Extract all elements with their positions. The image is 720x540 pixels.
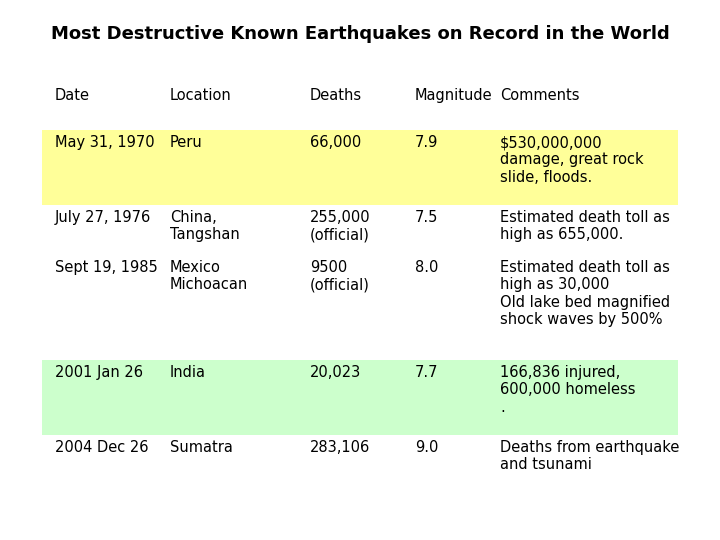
- Text: 2001 Jan 26: 2001 Jan 26: [55, 365, 143, 380]
- Text: 255,000
(official): 255,000 (official): [310, 210, 371, 242]
- Text: Estimated death toll as
high as 655,000.: Estimated death toll as high as 655,000.: [500, 210, 670, 242]
- Text: 20,023: 20,023: [310, 365, 361, 380]
- Bar: [42, 360, 678, 435]
- Text: China,
Tangshan: China, Tangshan: [170, 210, 240, 242]
- Text: 283,106: 283,106: [310, 440, 370, 455]
- Text: 7.7: 7.7: [415, 365, 438, 380]
- Text: Peru: Peru: [170, 135, 203, 150]
- Text: 7.9: 7.9: [415, 135, 438, 150]
- Text: Date: Date: [55, 88, 90, 103]
- Bar: [42, 130, 678, 205]
- Text: Magnitude: Magnitude: [415, 88, 492, 103]
- Text: May 31, 1970: May 31, 1970: [55, 135, 155, 150]
- Text: $530,000,000
damage, great rock
slide, floods.: $530,000,000 damage, great rock slide, f…: [500, 135, 644, 185]
- Text: Location: Location: [170, 88, 232, 103]
- Text: Mexico
Michoacan: Mexico Michoacan: [170, 260, 248, 292]
- Text: Deaths from earthquake
and tsunami: Deaths from earthquake and tsunami: [500, 440, 680, 472]
- Text: July 27, 1976: July 27, 1976: [55, 210, 151, 225]
- Text: 9500
(official): 9500 (official): [310, 260, 370, 292]
- Text: Sept 19, 1985: Sept 19, 1985: [55, 260, 158, 275]
- Text: Most Destructive Known Earthquakes on Record in the World: Most Destructive Known Earthquakes on Re…: [50, 25, 670, 43]
- Text: 166,836 injured,
600,000 homeless
.: 166,836 injured, 600,000 homeless .: [500, 365, 636, 415]
- Text: Estimated death toll as
high as 30,000
Old lake bed magnified
shock waves by 500: Estimated death toll as high as 30,000 O…: [500, 260, 670, 327]
- Text: India: India: [170, 365, 206, 380]
- Text: 66,000: 66,000: [310, 135, 361, 150]
- Text: 2004 Dec 26: 2004 Dec 26: [55, 440, 148, 455]
- Text: 9.0: 9.0: [415, 440, 438, 455]
- Text: Comments: Comments: [500, 88, 580, 103]
- Text: Sumatra: Sumatra: [170, 440, 233, 455]
- Text: 8.0: 8.0: [415, 260, 438, 275]
- Text: 7.5: 7.5: [415, 210, 438, 225]
- Text: Deaths: Deaths: [310, 88, 362, 103]
